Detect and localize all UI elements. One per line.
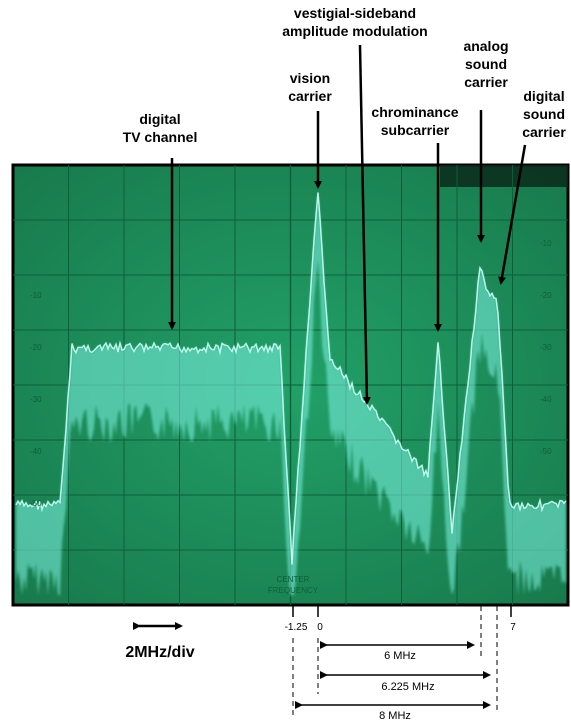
svg-text:analog: analog (463, 38, 508, 54)
screen-scale-label: -50 (540, 447, 552, 456)
svg-text:digital: digital (139, 111, 180, 127)
measure-6-225mhz-label: 6.225 MHz (381, 681, 434, 693)
label-analog-sound-carrier: analog sound carrier (463, 38, 508, 90)
svg-text:TV channel: TV channel (123, 129, 198, 145)
scale-label: 2MHz/div (125, 644, 194, 661)
measure-6mhz-label: 6 MHz (384, 650, 416, 662)
label-digital-tv-channel: digital TV channel (123, 111, 198, 145)
tick-label-minus-1-25: -1.25 (285, 622, 308, 633)
screen-scale-label: -10 (30, 291, 42, 300)
arrow-digital-sound-carrier (498, 144, 527, 285)
svg-text:vision: vision (290, 70, 330, 86)
svg-text:carrier: carrier (464, 74, 508, 90)
tick-label-7: 7 (510, 622, 516, 633)
svg-text:vestigial-sideband: vestigial-sideband (294, 5, 416, 21)
tick-label-0: 0 (317, 622, 323, 633)
spectrum-trace (15, 192, 567, 595)
svg-text:digital: digital (523, 88, 564, 104)
label-vision-carrier: vision carrier (288, 70, 332, 104)
svg-text:sound: sound (465, 56, 507, 72)
center-frequency-label: CENTER FREQUENCY (268, 575, 319, 595)
arrow-vestigial-sideband (358, 44, 371, 405)
screen-scale-label: -40 (540, 395, 552, 404)
screen-scale-label: -40 (30, 447, 42, 456)
screen-scale-label: -30 (30, 395, 42, 404)
screen-scale-right: -10 -20 -30 -40 -50 (540, 239, 552, 456)
svg-text:FREQUENCY: FREQUENCY (268, 586, 319, 595)
screen-scale-label: -50 (30, 499, 42, 508)
label-vestigial-sideband: vestigial-sideband amplitude modulation (282, 5, 427, 39)
screen-scale-left: -10 -20 -30 -40 -50 (30, 291, 42, 508)
svg-text:amplitude modulation: amplitude modulation (282, 23, 427, 39)
svg-text:sound: sound (523, 106, 565, 122)
screen-scale-label: -30 (540, 343, 552, 352)
svg-text:carrier: carrier (288, 88, 332, 104)
svg-text:subcarrier: subcarrier (381, 122, 450, 138)
svg-text:CENTER: CENTER (277, 575, 310, 584)
screen-scale-label: -20 (540, 291, 552, 300)
screen-scale-label: -20 (30, 343, 42, 352)
screen-scale-label: -10 (540, 239, 552, 248)
svg-text:chrominance: chrominance (371, 104, 458, 120)
label-digital-sound-carrier: digital sound carrier (522, 88, 566, 140)
measure-8mhz-label: 8 MHz (379, 710, 411, 722)
label-chrominance-subcarrier: chrominance subcarrier (371, 104, 458, 138)
svg-text:carrier: carrier (522, 124, 566, 140)
